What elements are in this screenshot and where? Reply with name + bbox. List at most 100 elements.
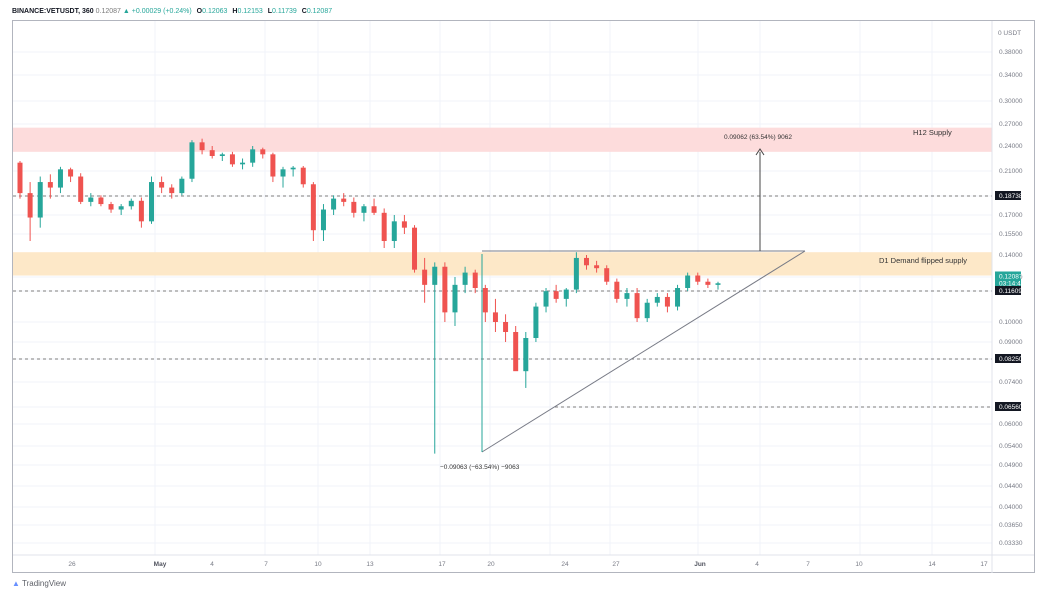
price-axis[interactable]: 0 USDT 0.38000 0.34000 0.30000 0.27000 0.2400… xyxy=(991,21,1025,573)
annotations: 0.09062 (63.54%) 9062 −0.09063 (−63.54%) … xyxy=(440,128,967,471)
triangle-drawing[interactable] xyxy=(481,148,806,453)
candle xyxy=(57,166,63,194)
candle xyxy=(594,260,600,273)
measure-up-label: 0.09062 (63.54%) 9062 xyxy=(724,134,792,141)
candle xyxy=(422,257,428,303)
time-tick: 14 xyxy=(928,561,936,568)
candle xyxy=(229,151,235,167)
candle xyxy=(654,293,660,307)
candle xyxy=(583,255,589,270)
candle xyxy=(523,332,529,388)
price-tick: 0.09000 xyxy=(999,339,1023,346)
time-tick: 17 xyxy=(438,561,446,568)
candle xyxy=(452,277,458,326)
time-tick: 17 xyxy=(980,561,988,568)
candle xyxy=(401,215,407,234)
candle xyxy=(351,197,357,218)
svg-text:0.18738: 0.18738 xyxy=(999,193,1023,200)
price-tick: 0.06000 xyxy=(999,421,1023,428)
time-tick: 10 xyxy=(855,561,863,568)
d1-demand-zone[interactable] xyxy=(13,252,992,276)
time-tick: 26 xyxy=(68,561,76,568)
price-tick: 0.38000 xyxy=(999,49,1023,56)
candle xyxy=(78,173,84,205)
time-tick: May xyxy=(154,561,167,568)
low-label: L xyxy=(267,8,272,15)
candlesticks xyxy=(17,138,721,454)
svg-text:0.12087: 0.12087 xyxy=(999,273,1023,280)
candle xyxy=(240,158,246,170)
level-price-badge xyxy=(995,354,1021,363)
candle xyxy=(513,326,519,372)
candle xyxy=(310,182,316,241)
candle xyxy=(219,152,225,161)
time-axis[interactable]: 26 May 4 7 10 13 17 20 24 27 Jun 4 7 10 14 17 xyxy=(13,554,1034,568)
level-price-badge xyxy=(995,402,1021,411)
tradingview-logo-icon: ▲ xyxy=(12,579,20,588)
h12-supply-zone[interactable] xyxy=(13,127,992,152)
candle xyxy=(27,182,33,241)
candle xyxy=(533,302,539,342)
high-value: 0.12153 xyxy=(237,8,263,15)
candle xyxy=(138,197,144,228)
candle xyxy=(341,193,347,207)
price-tick: 0.04000 xyxy=(999,504,1023,511)
close-label: C xyxy=(301,8,307,15)
svg-text:0.06560: 0.06560 xyxy=(999,404,1023,411)
candle xyxy=(199,138,205,155)
price-tick: 0.05400 xyxy=(999,443,1023,450)
candle xyxy=(715,281,721,290)
candle xyxy=(391,215,397,248)
candle xyxy=(644,298,650,322)
price-change: ▲ +0.00029 (+0.24%) xyxy=(122,8,192,15)
tradingview-logo[interactable]: ▲ TradingView xyxy=(12,579,66,588)
candle xyxy=(300,166,306,188)
price-tick: 0.10000 xyxy=(999,319,1023,326)
candle xyxy=(543,287,549,313)
svg-text:0.11609: 0.11609 xyxy=(999,288,1022,295)
candle xyxy=(664,293,670,313)
high-label: H xyxy=(232,8,238,15)
candle xyxy=(695,272,701,285)
candle xyxy=(98,195,104,207)
candle xyxy=(209,146,215,159)
candle xyxy=(260,147,266,159)
candle xyxy=(634,287,640,322)
chart-frame xyxy=(12,20,1035,573)
svg-text:0.08250: 0.08250 xyxy=(999,356,1023,363)
candle xyxy=(189,140,195,183)
candle xyxy=(573,252,579,294)
candle xyxy=(462,266,468,294)
price-tick: 0.07400 xyxy=(999,379,1023,386)
price-tick: 0.27000 xyxy=(999,121,1023,128)
symbol-header: BINANCE:VETUSDT, 360 0.12087 ▲ +0.00029 … xyxy=(12,8,332,15)
candle xyxy=(492,298,498,332)
candle xyxy=(563,287,569,307)
time-tick: 4 xyxy=(755,561,759,568)
candle xyxy=(47,174,53,199)
candle xyxy=(320,204,326,241)
price-tick: 0.34000 xyxy=(999,72,1023,79)
zones xyxy=(13,127,992,276)
candle xyxy=(37,176,43,228)
price-tick: 0.17000 xyxy=(999,212,1023,219)
time-tick: 27 xyxy=(612,561,620,568)
price-tick: 0.04400 xyxy=(999,483,1023,490)
candle xyxy=(290,166,296,177)
horizontal-levels xyxy=(13,195,992,408)
candle xyxy=(675,284,681,311)
symbol-title[interactable]: BINANCE:VETUSDT, 360 xyxy=(12,8,94,15)
support-trendline xyxy=(481,250,806,453)
candle xyxy=(179,176,185,196)
tradingview-logo-text: TradingView xyxy=(22,579,67,588)
h12-supply-label: H12 Supply xyxy=(913,128,952,137)
price-tick: 0.24000 xyxy=(999,143,1023,150)
candle xyxy=(503,314,509,342)
time-tick: Jun xyxy=(694,561,706,568)
chart-grid xyxy=(13,21,992,555)
candle xyxy=(149,176,155,224)
candle xyxy=(118,204,124,215)
time-tick: 20 xyxy=(487,561,495,568)
candle xyxy=(68,167,74,183)
